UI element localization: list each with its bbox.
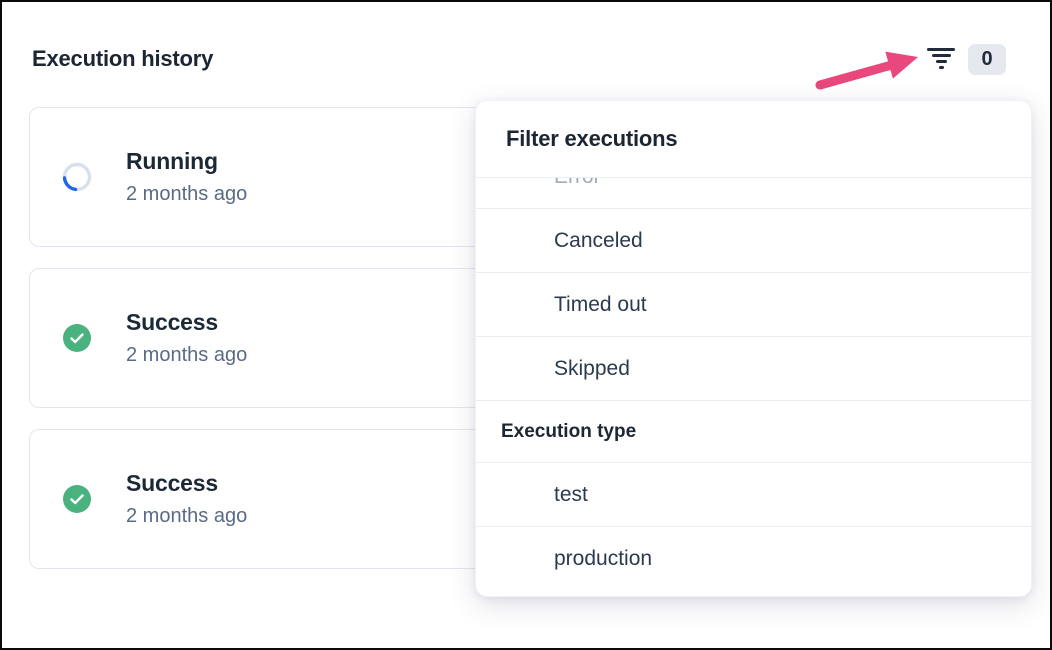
execution-status: Success <box>126 309 218 335</box>
page-title: Execution history <box>32 46 214 71</box>
execution-status: Success <box>126 470 218 496</box>
filter-executions-dropdown: Filter executions Error Canceled Timed o… <box>475 100 1032 597</box>
filter-icon-bar <box>931 54 951 57</box>
execution-card-text: Running 2 months ago <box>126 148 247 206</box>
filter-option-canceled[interactable]: Canceled <box>476 209 1031 273</box>
execution-time: 2 months ago <box>126 183 248 205</box>
filter-option-error[interactable]: Error <box>476 178 1031 209</box>
execution-card-text: Success 2 months ago <box>126 470 247 528</box>
filter-count-badge[interactable]: 0 <box>968 44 1006 75</box>
filter-icon-bar <box>938 66 944 69</box>
filter-panel-title: Filter executions <box>476 101 1031 178</box>
execution-time: 2 months ago <box>126 505 248 527</box>
success-check-icon <box>61 322 93 354</box>
filter-section-execution-type: Execution type <box>476 401 1031 463</box>
filter-option-skipped[interactable]: Skipped <box>476 337 1031 401</box>
execution-card-text: Success 2 months ago <box>126 309 247 367</box>
filter-option-timed-out[interactable]: Timed out <box>476 273 1031 337</box>
filter-icon[interactable] <box>926 48 956 72</box>
pink-arrow-annotation-icon <box>815 51 918 90</box>
filter-option-production[interactable]: production <box>476 527 1031 591</box>
spinner-icon <box>61 161 93 193</box>
filter-icon-bar <box>935 60 947 63</box>
filter-icon-bar <box>927 48 955 51</box>
success-check-icon <box>61 483 93 515</box>
filter-options-list: Error Canceled Timed out Skipped Executi… <box>476 178 1031 596</box>
filter-option-test[interactable]: test <box>476 463 1031 527</box>
execution-time: 2 months ago <box>126 344 248 366</box>
execution-status: Running <box>126 148 218 174</box>
